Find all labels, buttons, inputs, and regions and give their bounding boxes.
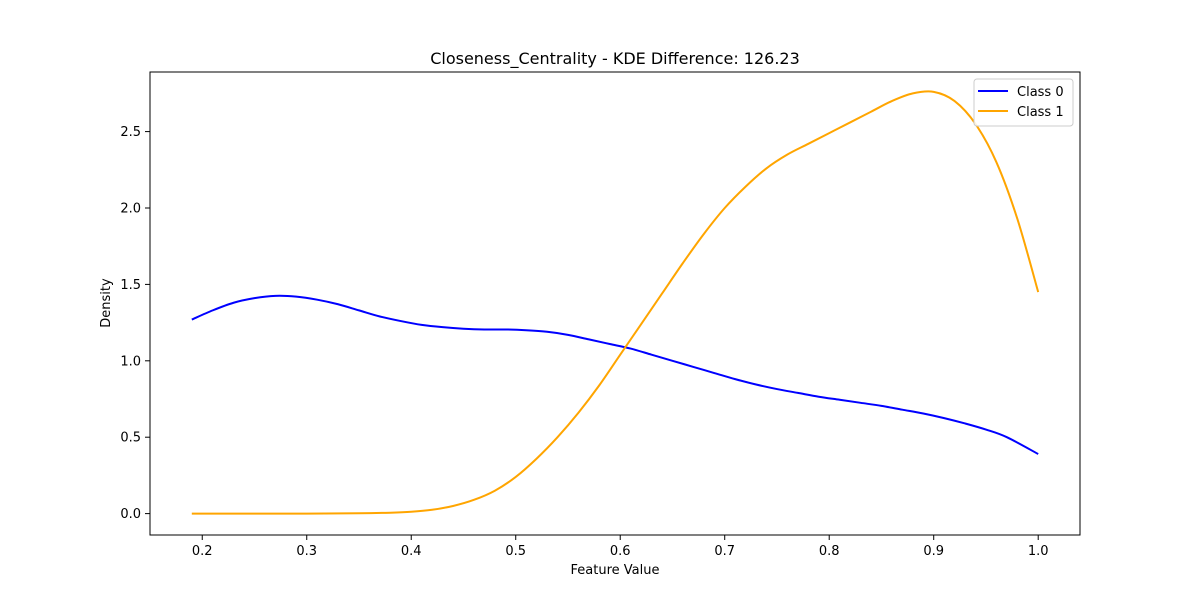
plot-area <box>191 90 1040 515</box>
series-line-class-0 <box>191 294 1039 455</box>
y-tick-label: 0.5 <box>120 431 141 446</box>
legend-label: Class 1 <box>1017 105 1064 120</box>
x-tick-label: 0.8 <box>819 544 840 559</box>
y-tick-label: 2.0 <box>120 201 141 216</box>
axes-ticks: 0.2 0.3 0.4 0.5 0.6 0.7 0.8 0.9 1.0 0.0 0.5 1.0 1.5 2… <box>120 125 1048 559</box>
x-axis-title: Feature Value <box>571 563 660 578</box>
legend: Class 0 Class 1 <box>973 78 1074 127</box>
y-tick-label: 0.0 <box>120 507 141 522</box>
plot-frame <box>149 71 1081 536</box>
series-line-class-1 <box>191 90 1040 515</box>
chart-title: Closeness_Centrality - KDE Difference: 1… <box>430 49 800 69</box>
x-tick-label: 0.2 <box>192 544 213 559</box>
x-tick-label: 0.4 <box>401 544 422 559</box>
y-tick-label: 1.5 <box>120 278 141 293</box>
x-tick-label: 0.7 <box>714 544 735 559</box>
x-tick-label: 0.6 <box>610 544 631 559</box>
x-tick-label: 1.0 <box>1028 544 1049 559</box>
x-tick-label: 0.5 <box>505 544 526 559</box>
x-tick-label: 0.3 <box>296 544 317 559</box>
legend-label: Class 0 <box>1017 85 1064 100</box>
y-axis-title: Density <box>99 278 114 328</box>
x-tick-label: 0.9 <box>923 544 944 559</box>
y-tick-label: 2.5 <box>120 125 141 140</box>
y-tick-label: 1.0 <box>120 354 141 369</box>
